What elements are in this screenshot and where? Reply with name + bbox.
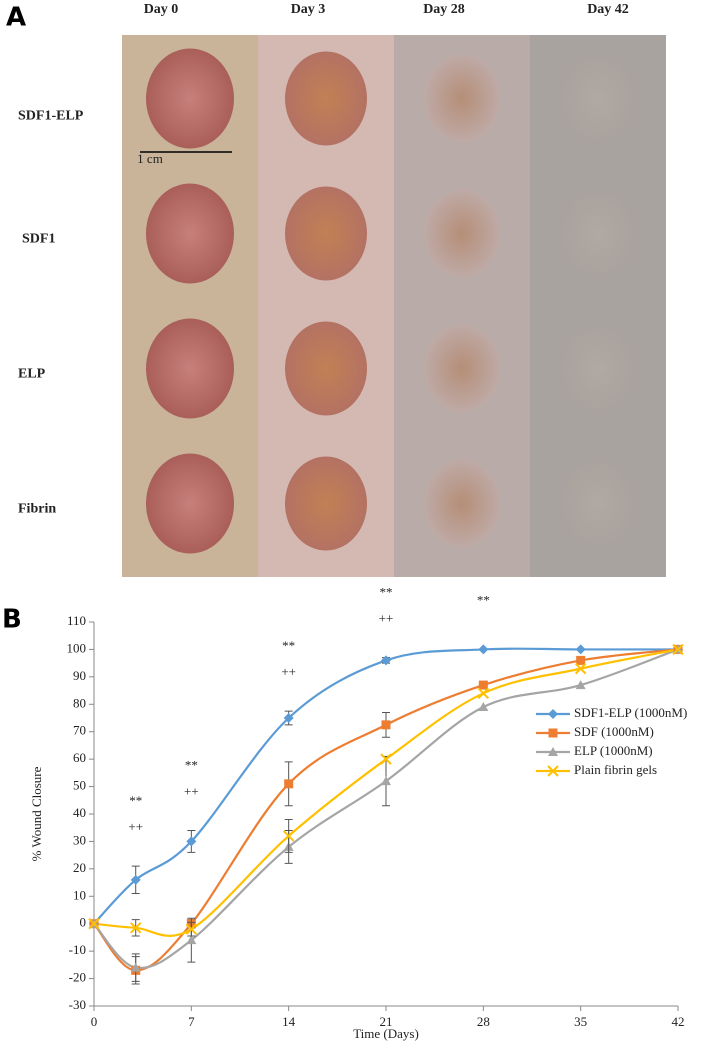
wound: [424, 324, 500, 413]
marker: [478, 680, 488, 690]
y-tick-label: 30: [73, 832, 86, 847]
wound: [285, 321, 367, 416]
x-axis-title: Time (Days): [353, 1026, 419, 1041]
marker: [547, 765, 559, 777]
y-tick-label: 70: [73, 723, 86, 738]
panel-label: B: [2, 605, 22, 635]
marker: [478, 702, 489, 712]
marker: [130, 962, 141, 972]
series-line: [93, 647, 679, 925]
wound: [146, 453, 234, 554]
significance-label: ++: [379, 611, 394, 626]
legend-label: ELP (1000nM): [574, 743, 653, 758]
y-tick-label: 80: [73, 695, 86, 710]
x-tick-label: 0: [91, 1014, 98, 1029]
y-tick-label: 10: [73, 887, 86, 902]
column-label: Day 28: [423, 2, 465, 17]
series-line: [93, 648, 679, 937]
marker: [88, 918, 100, 930]
y-tick-label: 90: [73, 668, 86, 683]
series-line: [93, 648, 679, 970]
wound: [285, 186, 367, 281]
significance-label: ++: [128, 819, 143, 834]
marker: [548, 747, 558, 756]
significance-label: **: [129, 793, 142, 808]
x-tick-label: 7: [188, 1014, 195, 1029]
marker: [130, 922, 142, 934]
wound: [563, 327, 633, 410]
marker: [282, 830, 295, 842]
column-label: Day 0: [144, 2, 179, 17]
wound: [563, 192, 633, 275]
y-tick-label: 0: [80, 915, 87, 930]
marker: [186, 935, 197, 945]
photo-grid: [122, 35, 666, 577]
wound: [424, 459, 500, 548]
y-axis-title: % Wound Closure: [29, 766, 44, 861]
marker: [478, 644, 489, 655]
wound: [146, 318, 234, 419]
series-line: [93, 648, 679, 972]
y-tick-label: 20: [73, 860, 86, 875]
marker: [186, 836, 197, 847]
y-tick-label: 60: [73, 750, 86, 765]
legend-label: Plain fibrin gels: [574, 762, 657, 777]
wound: [563, 57, 633, 140]
significance-label: **: [477, 592, 490, 607]
marker: [130, 874, 141, 885]
significance-label: **: [282, 638, 295, 653]
y-tick-label: 50: [73, 778, 86, 793]
marker: [548, 709, 558, 719]
marker: [576, 655, 586, 665]
x-tick-label: 35: [574, 1014, 587, 1029]
significance-label: **: [380, 585, 393, 600]
significance-label: ++: [281, 664, 296, 679]
scale-label: 1 cm: [137, 151, 163, 166]
row-label: SDF1: [22, 232, 55, 247]
panel-label: A: [6, 3, 26, 33]
wound: [424, 189, 500, 278]
marker: [672, 643, 684, 656]
wound: [285, 51, 367, 146]
legend-label: SDF1-ELP (1000nM): [574, 705, 687, 720]
x-tick-label: 42: [672, 1014, 685, 1029]
x-tick-label: 28: [477, 1014, 490, 1029]
x-tick-label: 21: [380, 1014, 393, 1029]
wound: [285, 456, 367, 551]
legend-label: SDF (1000nM): [574, 724, 654, 739]
y-tick-label: -10: [69, 942, 86, 957]
wound: [424, 54, 500, 143]
marker: [574, 662, 587, 675]
column-label: Day 3: [291, 2, 326, 17]
row-label: SDF1-ELP: [18, 109, 84, 124]
wound: [563, 462, 633, 545]
y-tick-label: 40: [73, 805, 86, 820]
marker: [477, 687, 490, 700]
column-label: Day 42: [587, 2, 629, 17]
y-tick-label: -20: [69, 970, 86, 985]
y-tick-label: 110: [67, 613, 86, 628]
marker: [381, 655, 391, 666]
marker: [283, 713, 294, 723]
marker: [284, 779, 294, 789]
marker: [381, 720, 391, 730]
wound: [146, 183, 234, 284]
y-tick-label: 100: [67, 640, 87, 655]
marker: [548, 728, 558, 738]
marker: [575, 644, 586, 655]
x-tick-label: 14: [282, 1014, 296, 1029]
significance-label: **: [185, 757, 198, 772]
wound: [146, 48, 234, 149]
marker: [380, 753, 392, 765]
marker: [381, 776, 391, 786]
marker: [575, 680, 586, 690]
marker: [185, 923, 198, 935]
y-tick-label: -30: [69, 997, 86, 1012]
row-label: ELP: [18, 367, 46, 382]
row-label: Fibrin: [18, 502, 56, 517]
significance-label: ++: [184, 783, 199, 798]
